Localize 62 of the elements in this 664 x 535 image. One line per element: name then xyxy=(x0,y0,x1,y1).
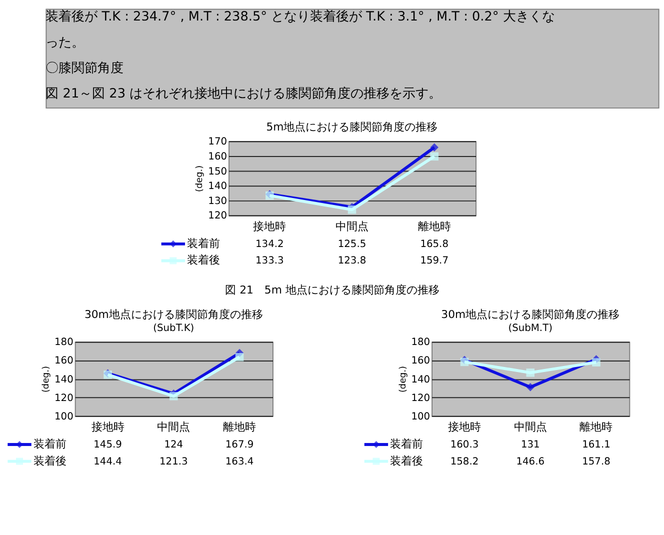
x-tick-label: 離地時 xyxy=(223,420,256,434)
y-tick-label: 130 xyxy=(208,196,228,207)
legend-label: 装着後 xyxy=(390,454,424,468)
legend-label: 装着前 xyxy=(390,437,424,450)
x-tick-label: 接地時 xyxy=(91,420,124,434)
y-tick-label: 140 xyxy=(208,181,228,192)
y-tick-label: 120 xyxy=(208,210,228,222)
data-label: 159.7 xyxy=(420,256,448,267)
y-tick-label: 100 xyxy=(411,411,430,422)
data-label: 123.8 xyxy=(338,256,366,267)
x-tick-label: 接地時 xyxy=(253,220,286,234)
data-label: 157.8 xyxy=(582,456,610,468)
caption: 図 21～図 23 はそれぞれ接地中における膝関節角度の推移を示す。 xyxy=(46,86,442,102)
legend-label: 装着後 xyxy=(186,254,220,267)
y-tick-label: 140 xyxy=(54,374,74,386)
chart-title: 30m地点における膝関節角度の推移 xyxy=(441,308,620,322)
y-tick-label: 160 xyxy=(54,356,74,367)
data-label: 145.9 xyxy=(94,439,122,450)
text: 装着後が T.K : 234.7° , M.T : 238.5° となり装着後が T.K : 3.1° , M.T : 0.2° 大きくな xyxy=(46,8,555,25)
data-label: 167.9 xyxy=(225,439,254,450)
chart-subtitle: (SubM.T) xyxy=(508,322,552,334)
y-axis-title: (deg.) xyxy=(195,165,206,192)
data-label: 131 xyxy=(520,439,540,450)
data-label: 144.4 xyxy=(94,456,122,468)
chart-title: 5m地点における膝関節角度の推移 xyxy=(266,120,438,134)
legend-label: 装着前 xyxy=(186,236,220,250)
x-tick-label: 離地時 xyxy=(580,420,613,434)
text: った。 xyxy=(46,35,85,50)
x-tick-label: 中間点 xyxy=(157,420,190,434)
y-tick-label: 180 xyxy=(411,337,430,348)
data-label: 121.3 xyxy=(160,456,188,468)
legend-label: 装着前 xyxy=(33,437,66,450)
y-tick-label: 160 xyxy=(411,356,430,367)
text: 〇膝関節角度 xyxy=(46,60,124,76)
y-axis-title: (deg.) xyxy=(398,366,408,393)
data-label: 158.2 xyxy=(450,456,479,468)
chart-subtitle: (SubT.K) xyxy=(153,322,194,334)
data-label: 160.3 xyxy=(450,439,479,450)
data-label: 125.5 xyxy=(338,238,366,250)
data-label: 133.3 xyxy=(256,256,284,267)
y-tick-label: 170 xyxy=(208,136,228,148)
data-label: 134.2 xyxy=(256,238,284,250)
y-tick-label: 160 xyxy=(208,151,228,162)
y-tick-label: 140 xyxy=(411,374,430,386)
y-tick-label: 150 xyxy=(208,166,228,178)
y-tick-label: 100 xyxy=(54,411,74,422)
data-label: 163.4 xyxy=(225,456,254,468)
y-tick-label: 120 xyxy=(54,392,74,404)
x-tick-label: 離地時 xyxy=(418,220,451,234)
y-tick-label: 120 xyxy=(411,392,430,404)
data-label: 161.1 xyxy=(582,439,610,450)
data-label: 165.8 xyxy=(420,238,448,250)
data-label: 124 xyxy=(164,439,184,450)
x-tick-label: 中間点 xyxy=(336,220,369,234)
x-tick-label: 中間点 xyxy=(514,420,547,434)
chart-title: 30m地点における膝関節角度の推移 xyxy=(84,308,263,322)
legend-label: 装着後 xyxy=(33,454,66,468)
data-label: 146.6 xyxy=(516,456,544,468)
y-axis-title: (deg.) xyxy=(42,366,52,393)
x-tick-label: 接地時 xyxy=(448,420,481,434)
caption: 図 21 5m 地点における膝関節角度の推移 xyxy=(225,283,440,296)
y-tick-label: 180 xyxy=(54,337,74,348)
